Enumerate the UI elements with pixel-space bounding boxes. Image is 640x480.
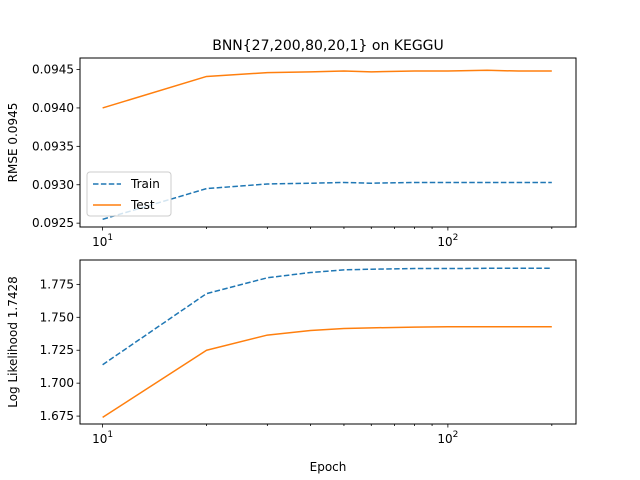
series-line-test xyxy=(102,69,552,109)
subplot-1: 101 102 0.0925 0.0930 0.0935 0.0940 0.0945 RMSE… xyxy=(6,57,577,249)
series-line-train xyxy=(102,181,552,221)
subplot-2: 101 102 1.675 1.700 1.725 1.750 1.775 Log Likel… xyxy=(6,259,577,446)
x-tick-label: 102 xyxy=(437,430,458,446)
legend: Train Test xyxy=(86,171,172,217)
legend-label-train: Train xyxy=(130,177,160,191)
series-line-test xyxy=(102,326,552,419)
y-tick-label: 1.775 xyxy=(40,277,74,291)
x-tick-label: 101 xyxy=(92,430,113,446)
y-tick-label: 0.0925 xyxy=(32,216,74,230)
x-axis-label: Epoch xyxy=(310,460,347,474)
y-tick-label: 1.750 xyxy=(40,310,74,324)
x-tick-label: 101 xyxy=(92,233,113,249)
subplots: 101 102 0.0925 0.0930 0.0935 0.0940 0.0945 RMSE… xyxy=(6,57,577,446)
axes-frame xyxy=(79,259,577,425)
series-line-train xyxy=(102,267,552,366)
y-axis-label: Log Likelihood 1.7428 xyxy=(6,276,20,408)
y-tick-label: 0.0930 xyxy=(32,178,74,192)
x-tick-label: 102 xyxy=(437,233,458,249)
chart-title: BNN{27,200,80,20,1} on KEGGU xyxy=(212,38,444,54)
y-tick-label: 0.0935 xyxy=(32,139,74,153)
y-tick-label: 0.0940 xyxy=(32,101,74,115)
y-axis-label: RMSE 0.0945 xyxy=(6,103,20,183)
y-tick-label: 0.0945 xyxy=(32,63,74,77)
y-tick-label: 1.675 xyxy=(40,409,74,423)
legend-label-test: Test xyxy=(130,198,155,212)
axes-frame xyxy=(79,57,577,228)
y-tick-label: 1.725 xyxy=(40,343,74,357)
y-tick-label: 1.700 xyxy=(40,376,74,390)
